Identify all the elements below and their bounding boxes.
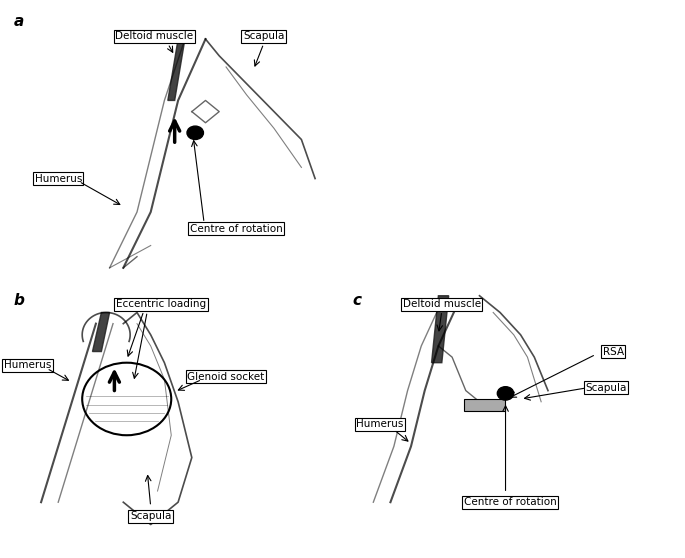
FancyBboxPatch shape — [464, 399, 505, 411]
Text: Glenoid socket: Glenoid socket — [188, 372, 264, 382]
Text: Scapula: Scapula — [130, 511, 171, 521]
Text: Humerus: Humerus — [3, 360, 51, 371]
Text: Eccentric loading: Eccentric loading — [116, 299, 206, 309]
Text: Scapula: Scapula — [243, 31, 284, 41]
Text: b: b — [14, 293, 25, 308]
Text: c: c — [353, 293, 362, 308]
Polygon shape — [168, 39, 185, 100]
Text: Deltoid muscle: Deltoid muscle — [403, 299, 481, 309]
Text: Humerus: Humerus — [34, 174, 82, 184]
Text: RSA: RSA — [603, 347, 623, 357]
Text: Scapula: Scapula — [586, 383, 627, 393]
Text: a: a — [14, 14, 24, 29]
Polygon shape — [92, 312, 110, 352]
Text: Centre of rotation: Centre of rotation — [464, 497, 557, 507]
Circle shape — [187, 126, 203, 140]
Text: Centre of rotation: Centre of rotation — [190, 224, 283, 234]
Polygon shape — [432, 296, 449, 363]
Text: Humerus: Humerus — [356, 419, 404, 429]
Text: Deltoid muscle: Deltoid muscle — [115, 31, 193, 41]
Circle shape — [497, 387, 514, 400]
